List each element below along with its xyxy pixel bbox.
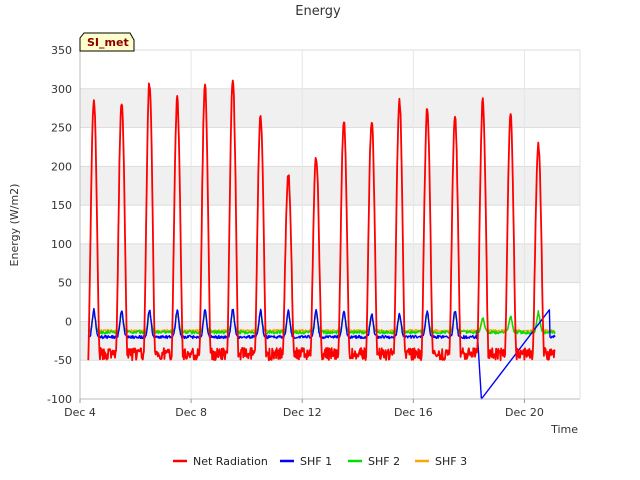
y-tick-labels: -100 -50 0 50 100 150 200 250 300 350 — [47, 44, 72, 406]
legend-label: SHF 3 — [435, 455, 467, 468]
y-tick-label: 350 — [51, 44, 72, 57]
background-band — [80, 166, 580, 206]
x-tick-label: Dec 8 — [175, 406, 207, 419]
legend: Net Radiation SHF 1 SHF 2 SHF 3 — [173, 455, 467, 468]
y-tick-label: 100 — [51, 238, 72, 251]
axes — [79, 50, 581, 400]
y-tick-label: 300 — [51, 83, 72, 96]
background-band — [80, 88, 580, 128]
y-axis-label: Energy (W/m2) — [8, 184, 21, 267]
x-tick-label: Dec 4 — [64, 406, 96, 419]
legend-label: SHF 1 — [300, 455, 332, 468]
x-axis-label: Time — [550, 423, 578, 436]
y-tick-label: 150 — [51, 199, 72, 212]
y-tick-label: 0 — [65, 315, 72, 328]
series-line-net-radiation — [87, 79, 556, 362]
chart-title: Energy — [295, 4, 341, 19]
y-tick-label: -100 — [47, 393, 72, 406]
site-badge: SI_met — [79, 32, 135, 52]
background-bands — [80, 88, 580, 361]
x-tick-label: Dec 16 — [394, 406, 433, 419]
legend-label: Net Radiation — [193, 455, 268, 468]
y-tick-label: 50 — [58, 277, 72, 290]
y-tick-label: -50 — [54, 354, 72, 367]
series-layer — [87, 79, 556, 400]
x-tick-labels: Dec 4 Dec 8 Dec 12 Dec 16 Dec 20 — [64, 399, 544, 419]
y-tick-label: 250 — [51, 122, 72, 135]
site-badge-box — [79, 32, 135, 52]
x-tick-label: Dec 20 — [505, 406, 544, 419]
y-tick-label: 200 — [51, 160, 72, 173]
x-tick-label: Dec 12 — [283, 406, 322, 419]
legend-label: SHF 2 — [368, 455, 400, 468]
background-band — [80, 243, 580, 283]
site-badge-label: SI_met — [87, 36, 129, 49]
